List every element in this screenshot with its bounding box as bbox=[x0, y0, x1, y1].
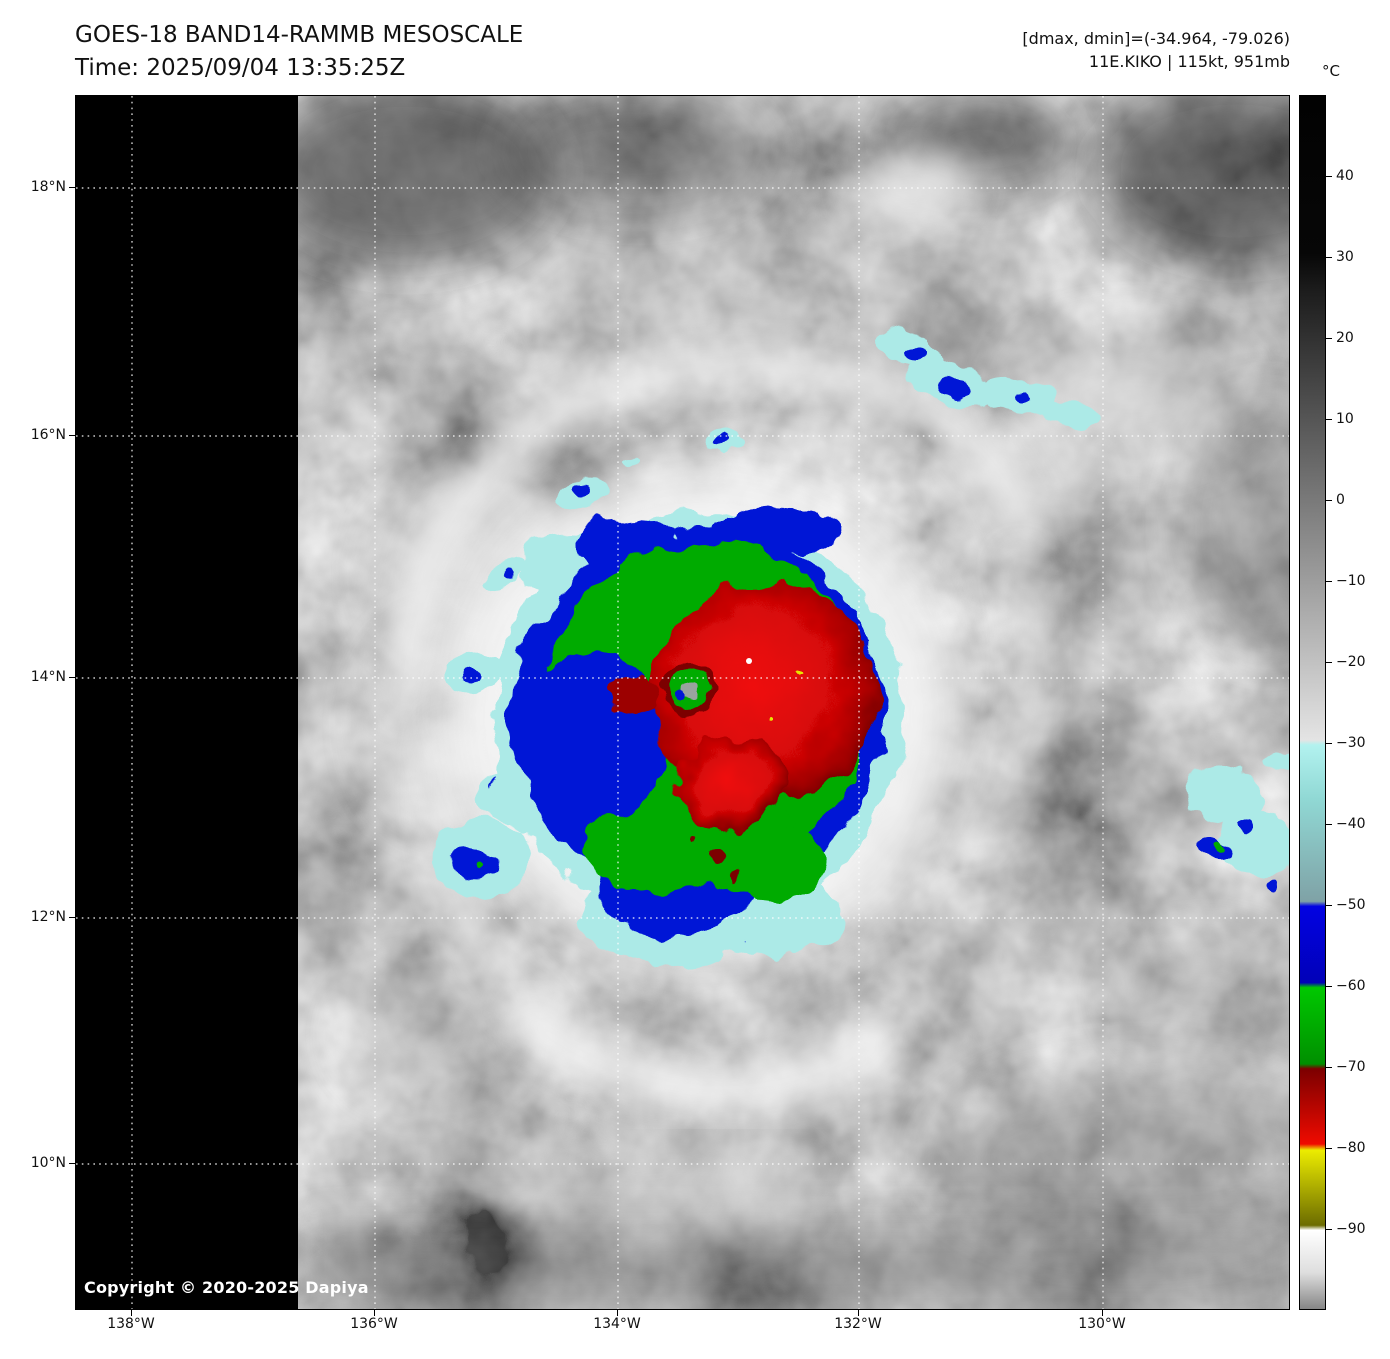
axis-tick bbox=[131, 1310, 132, 1316]
colorbar-tick-mark bbox=[1326, 581, 1332, 582]
colorbar-unit: °C bbox=[1322, 62, 1340, 80]
map-area: Copyright © 2020-2025 Dapiya bbox=[75, 95, 1290, 1310]
colorbar-label-neg-50: −50 bbox=[1336, 897, 1366, 913]
colorbar-label-neg-90: −90 bbox=[1336, 1221, 1366, 1237]
colorbar-label-neg-70: −70 bbox=[1336, 1059, 1366, 1075]
lat-label-16n: 16°N bbox=[30, 427, 66, 443]
storm-info: 11E.KIKO | 115kt, 951mb bbox=[1088, 52, 1290, 71]
colorbar-tick-mark bbox=[1326, 257, 1332, 258]
data-region bbox=[298, 96, 1289, 1309]
axis-tick bbox=[69, 187, 75, 188]
dmax-dmin-readout: [dmax, dmin]=(-34.964, -79.026) bbox=[1022, 29, 1290, 48]
lon-label-134w: 134°W bbox=[593, 1316, 641, 1332]
axis-tick bbox=[858, 1310, 859, 1316]
colorbar-tick-mark bbox=[1326, 662, 1332, 663]
colorbar-tick-mark bbox=[1326, 743, 1332, 744]
axis-tick bbox=[374, 1310, 375, 1316]
colorbar-tick-mark bbox=[1326, 1229, 1332, 1230]
colorbar-tick-mark bbox=[1326, 824, 1332, 825]
lat-label-18n: 18°N bbox=[30, 179, 66, 195]
colorbar-label-neg-60: −60 bbox=[1336, 978, 1366, 994]
axis-tick bbox=[69, 677, 75, 678]
colorbar-tick-mark bbox=[1326, 419, 1332, 420]
colorbar-label-20: 20 bbox=[1336, 330, 1354, 346]
header-readouts: [dmax, dmin]=(-34.964, -79.026) 11E.KIKO… bbox=[1022, 27, 1290, 73]
colorbar-tick-mark bbox=[1326, 176, 1332, 177]
lat-label-10n: 10°N bbox=[30, 1155, 66, 1171]
time-label: Time: 2025/09/04 13:35:25Z bbox=[75, 55, 406, 81]
axis-tick bbox=[617, 1310, 618, 1316]
axis-tick bbox=[1102, 1310, 1103, 1316]
lon-label-138w: 138°W bbox=[107, 1316, 155, 1332]
page-title: GOES-18 BAND14-RAMMB MESOSCALE bbox=[75, 22, 524, 48]
axis-tick bbox=[69, 1163, 75, 1164]
hurricane-shield bbox=[490, 505, 904, 963]
lat-label-12n: 12°N bbox=[30, 909, 66, 925]
axis-tick bbox=[69, 917, 75, 918]
colorbar bbox=[1299, 95, 1326, 1310]
colorbar-tick-mark bbox=[1326, 986, 1332, 987]
lon-label-132w: 132°W bbox=[834, 1316, 882, 1332]
hurricane-eye bbox=[661, 661, 715, 715]
lon-label-130w: 130°W bbox=[1078, 1316, 1126, 1332]
spiral-cloud-bands bbox=[388, 348, 1049, 1210]
colorbar-label-neg-20: −20 bbox=[1336, 654, 1366, 670]
axis-tick bbox=[69, 435, 75, 436]
colorbar-tick-mark bbox=[1326, 338, 1332, 339]
lat-label-14n: 14°N bbox=[30, 669, 66, 685]
copyright: Copyright © 2020-2025 Dapiya bbox=[84, 1278, 369, 1297]
colorbar-tick-mark bbox=[1326, 500, 1332, 501]
colorbar-label-neg-30: −30 bbox=[1336, 735, 1366, 751]
cloud-shading bbox=[298, 96, 1289, 1309]
colorbar-label-10: 10 bbox=[1336, 411, 1354, 427]
storm-center-marker bbox=[746, 658, 752, 664]
colorbar-tick-mark bbox=[1326, 1148, 1332, 1149]
colorbar-tick-mark bbox=[1326, 1067, 1332, 1068]
colorbar-label-0: 0 bbox=[1336, 492, 1345, 508]
lon-label-136w: 136°W bbox=[350, 1316, 398, 1332]
colorbar-label-40: 40 bbox=[1336, 168, 1354, 184]
colorbar-label-neg-80: −80 bbox=[1336, 1140, 1366, 1156]
colorbar-tick-mark bbox=[1326, 905, 1332, 906]
colorbar-label-neg-10: −10 bbox=[1336, 573, 1366, 589]
colorbar-label-30: 30 bbox=[1336, 249, 1354, 265]
satellite-image bbox=[76, 96, 1289, 1309]
colorbar-label-neg-40: −40 bbox=[1336, 816, 1366, 832]
